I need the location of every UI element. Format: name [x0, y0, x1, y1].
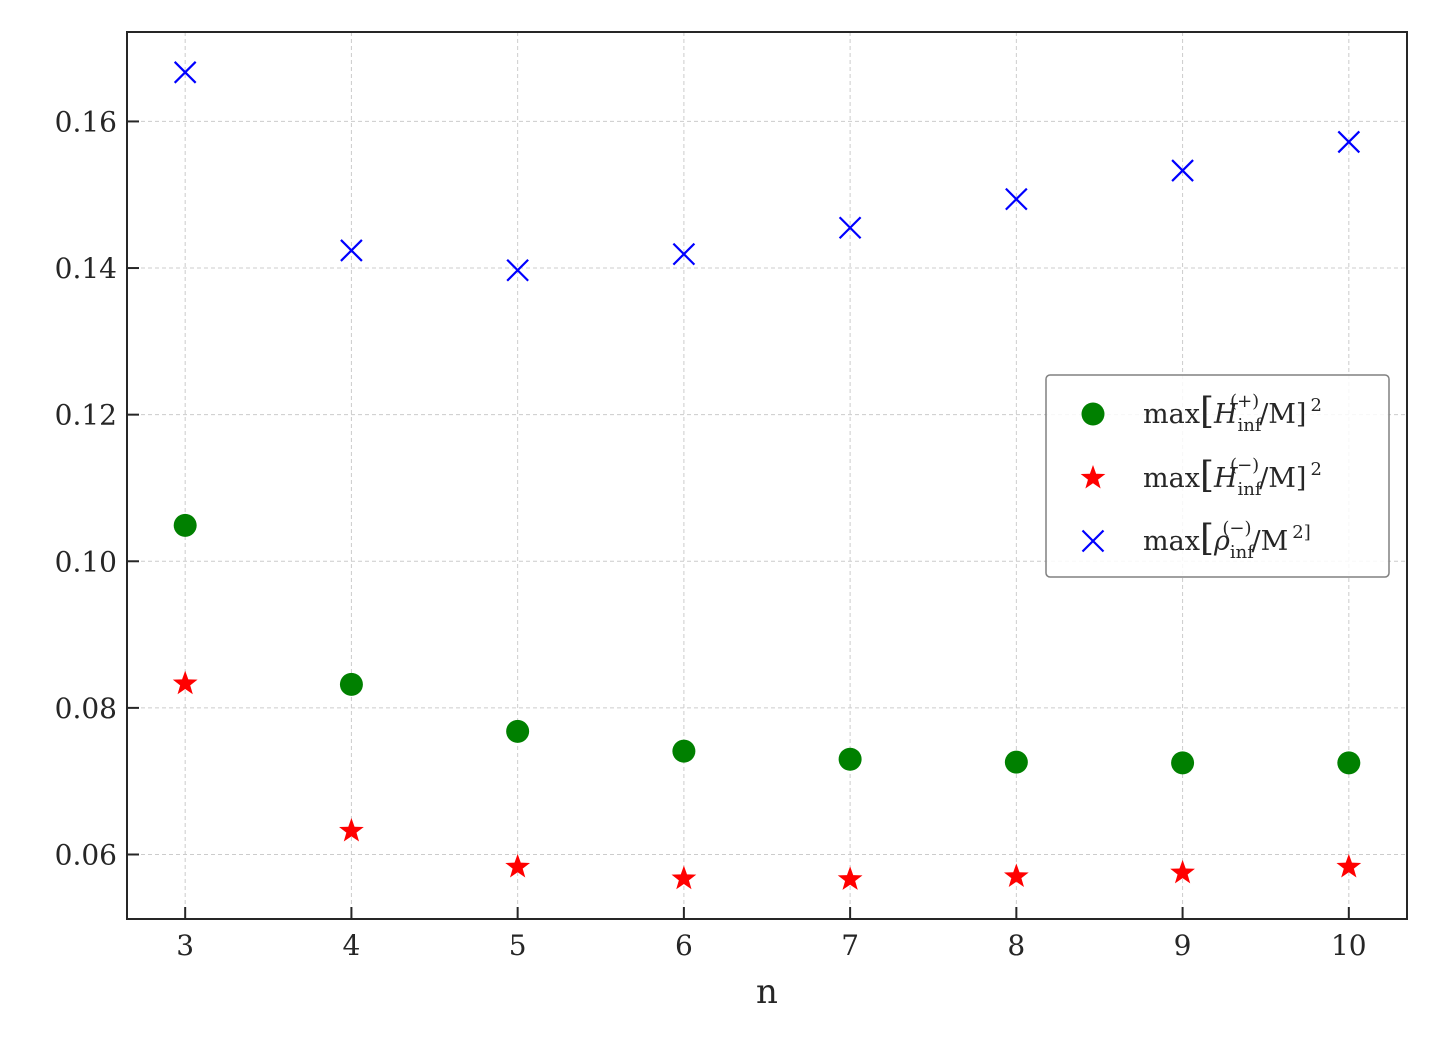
data-point-circle	[1171, 751, 1195, 775]
data-marks	[172, 61, 1362, 890]
legend: max[Hinf(+)/M] 2 max[Hinf(−)/M] 2 max[ρinf(−…	[1045, 374, 1390, 578]
y-tick-label: 0.10	[55, 545, 117, 578]
data-point-circle	[1004, 750, 1028, 774]
data-point-x	[1337, 130, 1361, 154]
data-point-star	[1170, 859, 1195, 884]
legend-marker-star	[1080, 465, 1106, 489]
data-point-star	[172, 670, 198, 695]
y-tick-label: 0.08	[55, 692, 117, 725]
data-point-circle	[672, 739, 696, 763]
data-point-star	[1003, 863, 1029, 887]
data-point-star	[671, 865, 697, 890]
data-point-circle	[1337, 751, 1361, 775]
x-tick-label: 8	[1007, 929, 1025, 962]
x-tick-label: 6	[675, 929, 693, 962]
x-tick-label: 7	[841, 929, 859, 962]
data-point-x	[1171, 159, 1194, 182]
data-point-x	[1005, 187, 1028, 211]
x-tick-label: 5	[509, 929, 527, 962]
legend-marker-x	[1081, 529, 1105, 553]
data-point-star	[837, 866, 863, 890]
y-tick-label: 0.12	[55, 399, 117, 432]
data-point-star	[1336, 853, 1362, 878]
y-tick-label: 0.14	[55, 252, 117, 285]
ticks: 3 4 5 6 7 8 9 10 0.06 0.08 0.10 0.12 0.14 0.16	[55, 105, 1367, 962]
data-point-x	[506, 258, 529, 282]
data-point-x	[672, 242, 696, 266]
data-point-circle	[506, 719, 530, 743]
data-point-circle	[173, 513, 197, 537]
x-axis-title: n	[756, 972, 778, 1012]
legend-box	[1045, 374, 1390, 578]
data-point-x	[173, 61, 197, 84]
legend-label: max[Hinf(−)/M] 2	[1143, 455, 1322, 500]
y-tick-label: 0.06	[55, 838, 117, 871]
data-point-star	[339, 818, 364, 842]
legend-label: max[Hinf(+)/M] 2	[1143, 391, 1322, 436]
data-point-x	[838, 216, 862, 240]
legend-label: max[ρinf(−)/M 2]	[1143, 518, 1311, 563]
data-point-star	[505, 853, 531, 878]
data-point-circle	[339, 672, 363, 696]
x-tick-label: 4	[343, 929, 361, 962]
legend-marker-circle	[1081, 402, 1105, 426]
x-tick-label: 3	[176, 929, 194, 962]
x-tick-label: 9	[1174, 929, 1192, 962]
y-tick-label: 0.16	[55, 105, 117, 138]
x-tick-label: 10	[1331, 929, 1367, 962]
data-point-x	[340, 239, 363, 262]
plot-frame	[126, 31, 1408, 920]
data-point-circle	[838, 747, 862, 771]
